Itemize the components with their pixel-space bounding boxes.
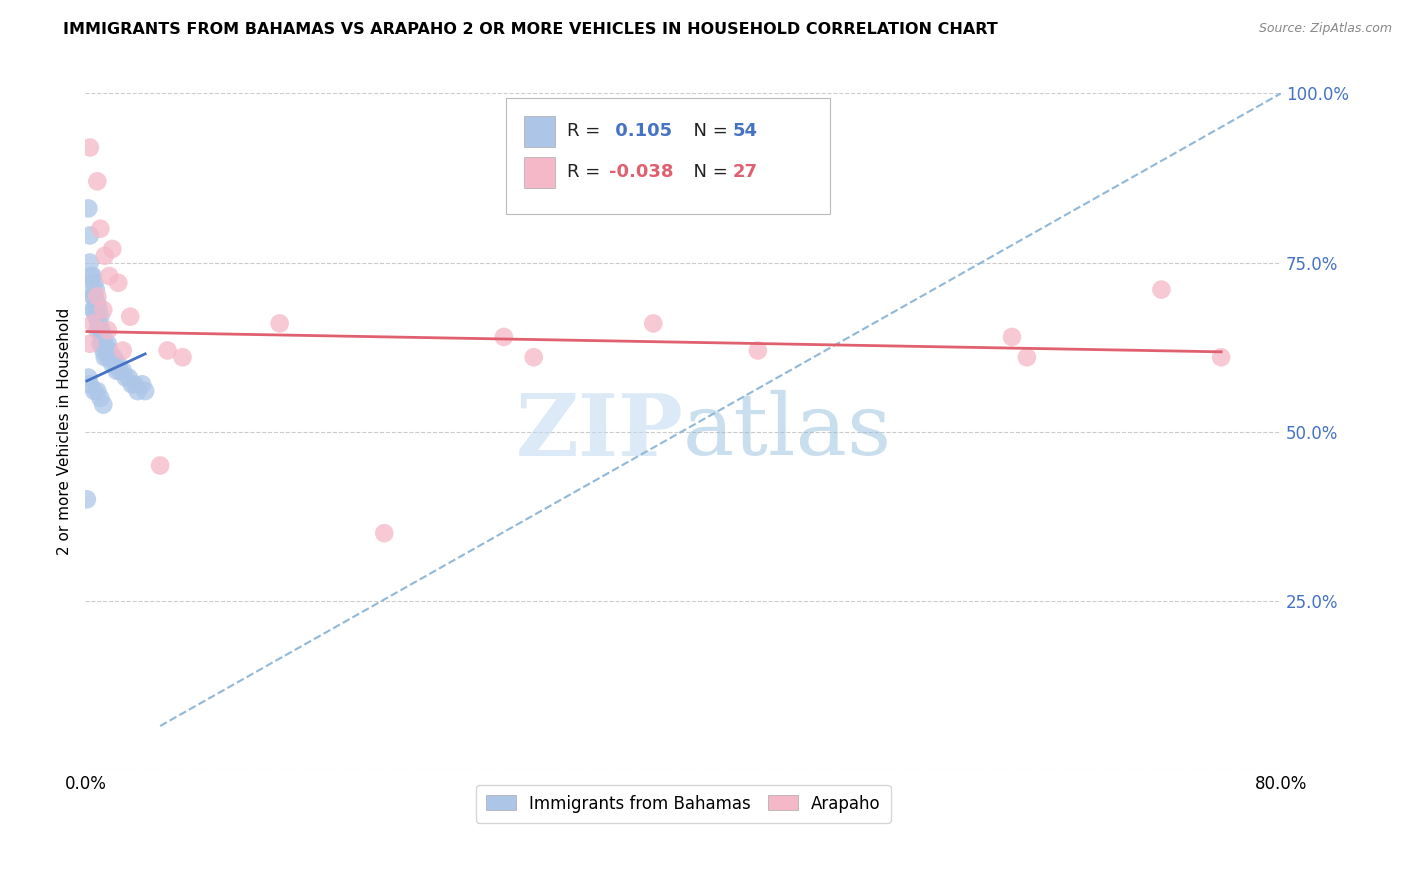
Point: [86, 289, 108, 303]
Point: [89, 323, 111, 337]
Point: [79, 336, 101, 351]
Point: [91, 343, 114, 358]
Point: [86, 174, 108, 188]
Point: [127, 384, 149, 398]
Text: R =: R =: [567, 163, 606, 181]
Point: [96, 343, 118, 358]
Point: [1001, 330, 1024, 344]
Point: [1150, 283, 1173, 297]
Text: N =: N =: [682, 163, 734, 181]
Point: [86, 296, 108, 310]
Point: [114, 370, 136, 384]
Text: atlas: atlas: [683, 390, 893, 474]
Point: [111, 343, 134, 358]
Point: [91, 302, 114, 317]
Point: [86, 323, 108, 337]
Point: [91, 330, 114, 344]
Point: [89, 310, 111, 324]
Point: [82, 317, 104, 331]
Text: N =: N =: [682, 122, 734, 140]
Text: 27: 27: [733, 163, 758, 181]
Point: [86, 384, 108, 398]
Point: [82, 302, 104, 317]
Point: [172, 351, 194, 365]
Point: [94, 351, 117, 365]
Point: [121, 377, 143, 392]
Point: [104, 357, 127, 371]
Point: [79, 228, 101, 243]
Point: [82, 289, 104, 303]
Text: 0.105: 0.105: [609, 122, 672, 140]
Point: [523, 351, 546, 365]
Text: 54: 54: [733, 122, 758, 140]
Text: ZIP: ZIP: [516, 390, 683, 474]
Point: [100, 351, 122, 365]
Point: [89, 221, 111, 235]
Point: [124, 377, 146, 392]
Point: [111, 364, 134, 378]
Point: [82, 268, 104, 283]
Point: [79, 255, 101, 269]
Point: [1211, 351, 1233, 365]
Point: [79, 140, 101, 154]
Point: [84, 283, 107, 297]
Point: [97, 336, 120, 351]
Point: [90, 323, 112, 337]
Point: [83, 384, 105, 398]
Point: [80, 283, 103, 297]
Point: [77, 370, 100, 384]
Point: [84, 296, 107, 310]
Point: [76, 492, 98, 507]
Point: [89, 391, 111, 405]
Point: [87, 317, 110, 331]
Y-axis label: 2 or more Vehicles in Household: 2 or more Vehicles in Household: [58, 308, 72, 556]
Point: [107, 276, 129, 290]
Point: [269, 317, 291, 331]
Point: [84, 310, 107, 324]
Point: [747, 343, 769, 358]
Point: [86, 310, 108, 324]
Point: [101, 242, 124, 256]
Text: Source: ZipAtlas.com: Source: ZipAtlas.com: [1258, 22, 1392, 36]
Point: [120, 310, 142, 324]
Point: [492, 330, 515, 344]
Point: [108, 364, 131, 378]
Text: IMMIGRANTS FROM BAHAMAS VS ARAPAHO 2 OR MORE VEHICLES IN HOUSEHOLD CORRELATION C: IMMIGRANTS FROM BAHAMAS VS ARAPAHO 2 OR …: [63, 22, 998, 37]
Point: [131, 377, 153, 392]
Point: [118, 370, 141, 384]
Point: [80, 268, 103, 283]
Point: [97, 323, 120, 337]
Point: [149, 458, 172, 473]
Point: [1015, 351, 1038, 365]
Point: [107, 357, 129, 371]
Point: [94, 336, 117, 351]
Point: [83, 276, 105, 290]
Point: [97, 351, 120, 365]
Legend: Immigrants from Bahamas, Arapaho: Immigrants from Bahamas, Arapaho: [475, 785, 890, 822]
Point: [101, 357, 124, 371]
Point: [79, 377, 101, 392]
Point: [98, 268, 121, 283]
Point: [94, 249, 117, 263]
Point: [134, 384, 156, 398]
Point: [77, 202, 100, 216]
Point: [91, 398, 114, 412]
Point: [643, 317, 665, 331]
Point: [373, 526, 395, 541]
Point: [90, 336, 112, 351]
Point: [156, 343, 179, 358]
Point: [89, 336, 111, 351]
Point: [98, 343, 121, 358]
Point: [105, 364, 128, 378]
Point: [87, 302, 110, 317]
Point: [83, 289, 105, 303]
Point: [83, 302, 105, 317]
Text: -0.038: -0.038: [609, 163, 673, 181]
Point: [103, 351, 125, 365]
Text: R =: R =: [567, 122, 606, 140]
